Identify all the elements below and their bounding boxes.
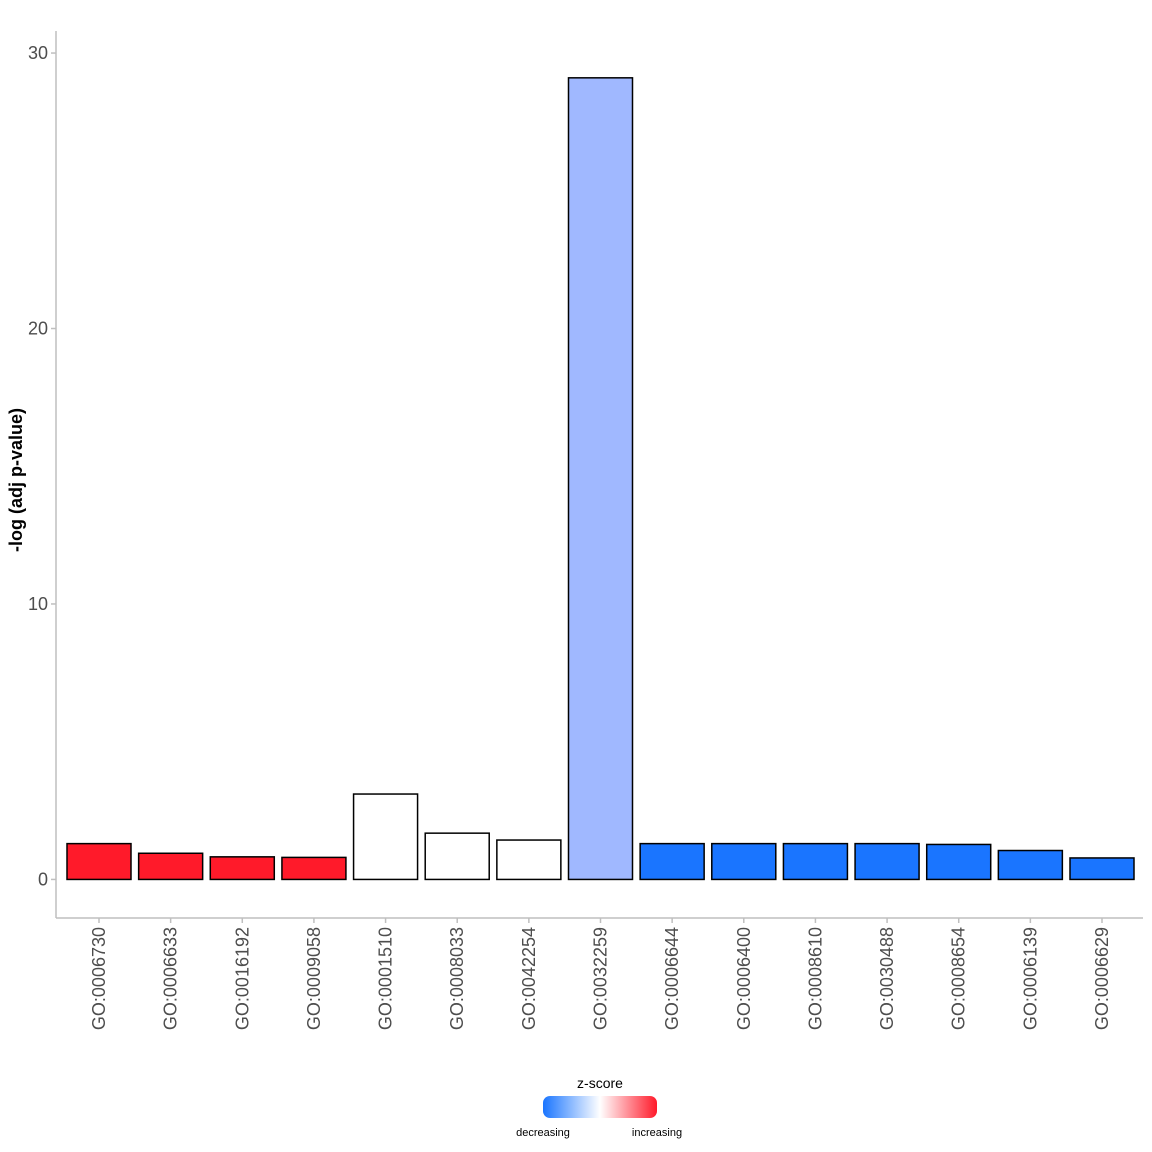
x-tick-label: GO:0006633 — [161, 927, 181, 1030]
y-tick-label: 30 — [28, 43, 48, 63]
bar-go-0008654 — [925, 843, 992, 881]
x-tick-label: GO:0006139 — [1020, 927, 1040, 1030]
x-tick-label: GO:0042254 — [519, 927, 539, 1030]
x-tick-label: GO:0008654 — [949, 927, 969, 1030]
bar-go-0042254 — [496, 839, 562, 881]
bar-go-0008610 — [782, 842, 849, 881]
bar-go-0006644 — [639, 842, 705, 881]
bar-go-0032259 — [567, 77, 634, 881]
x-tick-label: GO:0030488 — [877, 927, 897, 1030]
legend-high-label: increasing — [632, 1127, 682, 1139]
y-tick-label: 0 — [38, 869, 48, 889]
bar-go-0008033 — [424, 832, 490, 881]
bar-go-0030488 — [854, 842, 920, 881]
x-tick-label: GO:0009058 — [304, 927, 324, 1030]
x-ticks: GO:0006730 GO:0006633 GO:0016192 GO:0009058… — [89, 918, 1112, 1030]
legend-low-label: decreasing — [516, 1127, 570, 1139]
bar-go-0006730 — [66, 842, 132, 881]
x-tick-label: GO:0006730 — [89, 927, 109, 1030]
legend-title: z-score — [577, 1075, 623, 1091]
x-tick-label: GO:0006644 — [662, 927, 682, 1030]
x-tick-label: GO:0008610 — [805, 927, 825, 1030]
bar-go-0006400 — [711, 842, 777, 881]
axes — [55, 31, 1143, 919]
x-tick-label: GO:0016192 — [232, 927, 252, 1030]
bar-go-0001510 — [352, 793, 419, 881]
x-tick-label: GO:0032259 — [591, 927, 611, 1030]
x-tick-label: GO:0001510 — [376, 927, 396, 1030]
bar-go-0006629 — [1069, 857, 1135, 881]
y-axis-title: -log (adj p-value) — [6, 408, 26, 552]
bar-go-0006633 — [137, 852, 204, 881]
y-tick-label: 10 — [28, 594, 48, 614]
bars — [66, 77, 1135, 881]
x-tick-label: GO:0008033 — [447, 927, 467, 1030]
x-tick-label: GO:0006400 — [734, 927, 754, 1030]
x-tick-label: GO:0006629 — [1092, 927, 1112, 1030]
y-tick-label: 20 — [28, 319, 48, 339]
legend: z-score decreasing increasing — [516, 1075, 682, 1139]
bar-go-0009058 — [281, 856, 347, 881]
legend-colorbar — [543, 1096, 657, 1118]
bar-go-0006139 — [997, 849, 1064, 881]
bar-go-0016192 — [209, 856, 276, 881]
y-ticks: 0 10 20 30 — [28, 43, 56, 889]
